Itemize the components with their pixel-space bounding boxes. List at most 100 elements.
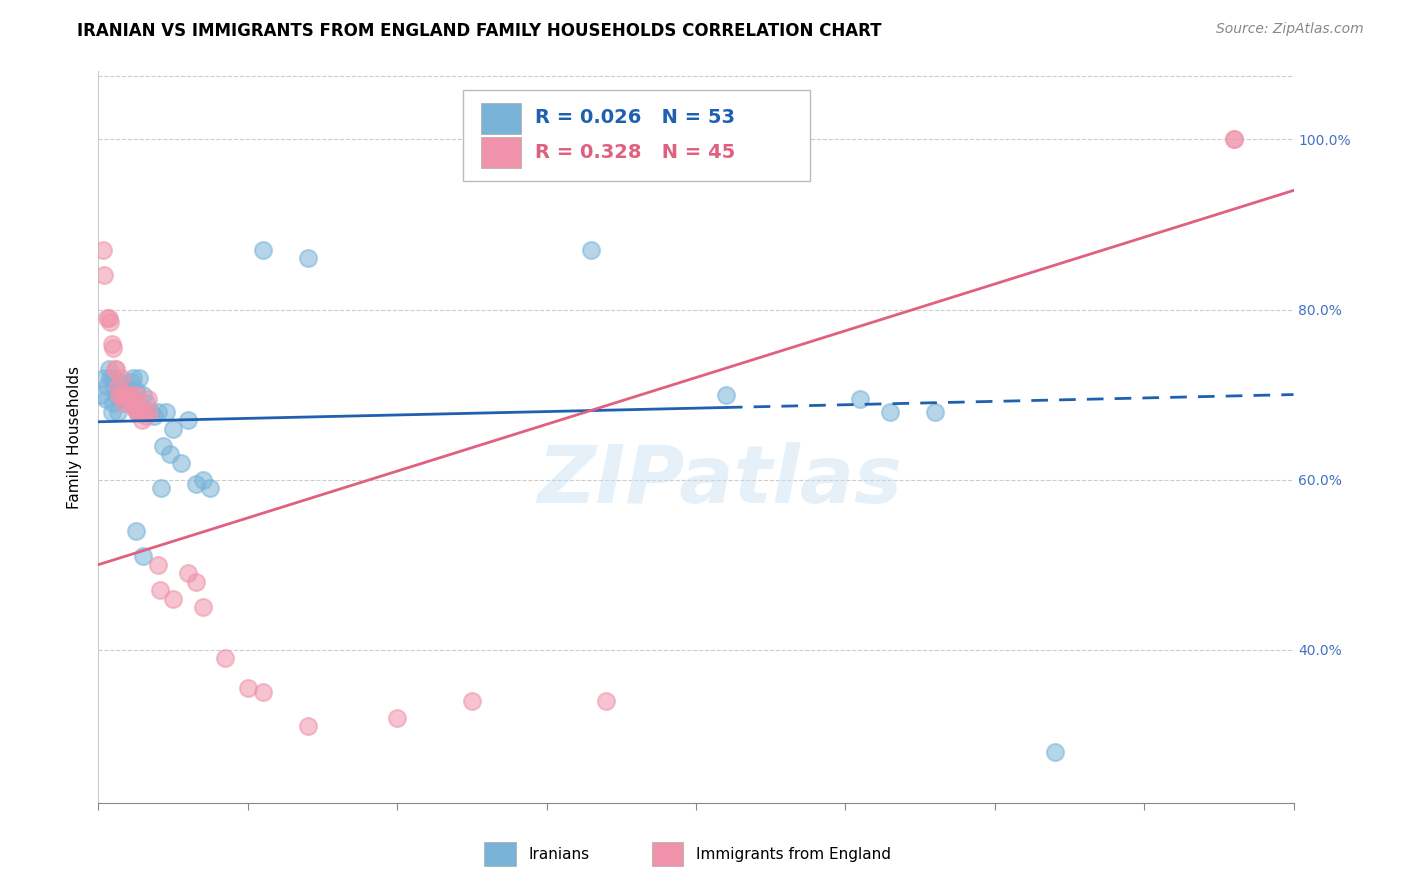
Point bbox=[1043, 745, 1066, 759]
Point bbox=[91, 243, 114, 257]
Text: Immigrants from England: Immigrants from England bbox=[696, 847, 891, 862]
Text: Iranians: Iranians bbox=[529, 847, 589, 862]
Point bbox=[1223, 132, 1246, 146]
Text: R = 0.328   N = 45: R = 0.328 N = 45 bbox=[534, 143, 735, 162]
Point bbox=[97, 311, 120, 326]
Point bbox=[132, 404, 155, 418]
Point bbox=[118, 392, 141, 406]
Point bbox=[849, 392, 872, 406]
Point bbox=[110, 370, 132, 384]
Point bbox=[236, 681, 259, 695]
Point bbox=[177, 566, 200, 581]
Point bbox=[115, 384, 138, 398]
Point bbox=[142, 409, 165, 423]
Point bbox=[191, 473, 214, 487]
Point bbox=[125, 387, 148, 401]
Text: ZIPatlas: ZIPatlas bbox=[537, 442, 903, 520]
Point bbox=[297, 252, 319, 266]
Point bbox=[111, 387, 134, 401]
Point bbox=[124, 401, 146, 415]
Point bbox=[98, 315, 122, 329]
Point bbox=[385, 711, 409, 725]
Point bbox=[879, 404, 901, 418]
Point bbox=[148, 404, 170, 418]
Point bbox=[184, 574, 207, 589]
Point bbox=[103, 370, 125, 384]
Point bbox=[148, 558, 170, 572]
Point bbox=[136, 392, 159, 406]
Point bbox=[107, 375, 129, 389]
Point bbox=[103, 396, 125, 410]
Point bbox=[191, 600, 214, 615]
Text: Source: ZipAtlas.com: Source: ZipAtlas.com bbox=[1216, 22, 1364, 37]
Point bbox=[924, 404, 946, 418]
Point bbox=[90, 387, 112, 401]
Point bbox=[111, 392, 134, 406]
Point bbox=[110, 375, 132, 389]
Point bbox=[117, 387, 139, 401]
Point bbox=[132, 387, 155, 401]
Point bbox=[112, 387, 135, 401]
Point bbox=[108, 387, 131, 401]
Point bbox=[159, 447, 181, 461]
Point bbox=[214, 651, 236, 665]
Point bbox=[98, 370, 122, 384]
Point bbox=[120, 387, 142, 401]
Point bbox=[1223, 132, 1246, 146]
Point bbox=[128, 404, 150, 418]
Point bbox=[297, 719, 319, 733]
FancyBboxPatch shape bbox=[652, 841, 683, 866]
Point bbox=[155, 404, 177, 418]
Point bbox=[152, 439, 174, 453]
Point bbox=[150, 481, 173, 495]
Point bbox=[103, 341, 125, 355]
Point bbox=[93, 370, 115, 384]
Point bbox=[105, 387, 128, 401]
Point bbox=[107, 404, 129, 418]
Point bbox=[461, 694, 484, 708]
Point bbox=[120, 375, 142, 389]
Point bbox=[127, 404, 149, 418]
Point bbox=[121, 370, 143, 384]
Point bbox=[104, 379, 127, 393]
Point bbox=[93, 268, 115, 283]
FancyBboxPatch shape bbox=[481, 137, 522, 168]
Point bbox=[714, 387, 737, 401]
Point bbox=[581, 243, 603, 257]
Point bbox=[129, 401, 152, 415]
Text: R = 0.026   N = 53: R = 0.026 N = 53 bbox=[534, 108, 734, 127]
Text: IRANIAN VS IMMIGRANTS FROM ENGLAND FAMILY HOUSEHOLDS CORRELATION CHART: IRANIAN VS IMMIGRANTS FROM ENGLAND FAMIL… bbox=[77, 22, 882, 40]
Point bbox=[118, 392, 141, 406]
Point bbox=[97, 362, 120, 376]
FancyBboxPatch shape bbox=[485, 841, 516, 866]
FancyBboxPatch shape bbox=[463, 90, 810, 181]
Point bbox=[125, 524, 148, 538]
Point bbox=[117, 392, 139, 406]
Point bbox=[135, 396, 157, 410]
Point bbox=[149, 583, 172, 598]
Point bbox=[169, 456, 191, 470]
Point bbox=[252, 243, 274, 257]
Point bbox=[129, 404, 152, 418]
Point bbox=[162, 591, 184, 606]
Point bbox=[138, 404, 160, 418]
Point bbox=[101, 404, 124, 418]
Point bbox=[177, 413, 200, 427]
FancyBboxPatch shape bbox=[481, 103, 522, 134]
Point bbox=[128, 370, 150, 384]
Point bbox=[94, 392, 117, 406]
Point bbox=[184, 476, 207, 491]
Point bbox=[131, 413, 153, 427]
Point bbox=[114, 387, 136, 401]
Point bbox=[108, 387, 131, 401]
Point bbox=[125, 384, 148, 398]
Point bbox=[127, 404, 149, 418]
Point bbox=[101, 336, 124, 351]
Point bbox=[121, 396, 143, 410]
Point bbox=[105, 362, 128, 376]
Point bbox=[96, 311, 118, 326]
Point bbox=[252, 685, 274, 699]
Point bbox=[96, 379, 118, 393]
Point bbox=[132, 549, 155, 563]
Point bbox=[162, 421, 184, 435]
